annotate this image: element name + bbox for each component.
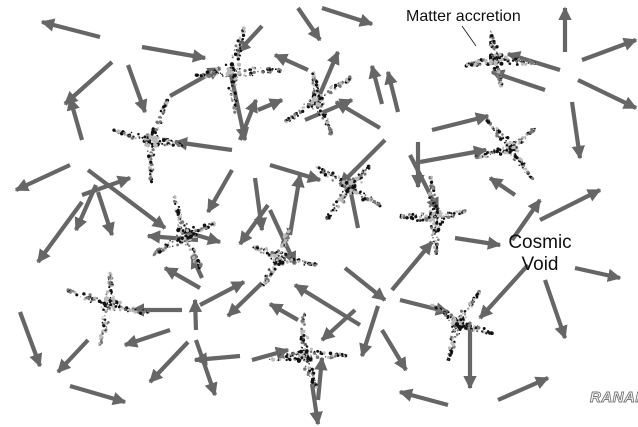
expansion-arrow bbox=[251, 346, 290, 363]
expansion-arrow bbox=[539, 188, 602, 222]
expansion-arrow bbox=[287, 173, 305, 236]
expansion-arrow bbox=[74, 184, 98, 232]
expansion-arrow bbox=[66, 96, 85, 141]
expansion-arrow bbox=[193, 352, 241, 366]
expansion-arrow bbox=[148, 340, 190, 384]
expansion-arrow bbox=[390, 240, 434, 292]
expansion-arrow bbox=[320, 308, 357, 342]
matter-cluster bbox=[269, 312, 348, 389]
expansion-arrow bbox=[543, 279, 568, 340]
expansion-arrow bbox=[384, 70, 401, 113]
expansion-arrow bbox=[569, 101, 585, 160]
expansion-arrow bbox=[296, 6, 322, 42]
expansion-arrow bbox=[69, 383, 127, 406]
matter-cluster bbox=[315, 164, 382, 221]
expansion-arrow bbox=[431, 112, 490, 133]
expansion-arrow bbox=[226, 281, 264, 318]
expansion-arrow bbox=[419, 145, 488, 165]
cosmic-label: Cosmic bbox=[508, 232, 571, 253]
expansion-arrow bbox=[343, 176, 361, 229]
expansion-arrow bbox=[18, 311, 43, 368]
expansion-arrow bbox=[36, 200, 84, 264]
expansion-arrows bbox=[14, 5, 638, 426]
expansion-arrow bbox=[252, 177, 268, 232]
expansion-arrow bbox=[185, 229, 222, 246]
matter-cluster bbox=[474, 117, 537, 181]
expansion-arrow bbox=[173, 137, 233, 153]
expansion-arrow bbox=[321, 5, 374, 27]
accretion-leader-line bbox=[461, 25, 477, 47]
expansion-arrow bbox=[238, 98, 258, 141]
artist-signature: RANAN bbox=[590, 389, 638, 406]
expansion-arrow bbox=[206, 168, 234, 214]
expansion-arrow bbox=[488, 176, 517, 197]
expansion-arrow bbox=[257, 98, 284, 112]
matter-cluster bbox=[66, 271, 150, 347]
expansion-arrow bbox=[268, 209, 297, 266]
expansion-arrow bbox=[96, 191, 115, 237]
expansion-arrow bbox=[293, 283, 362, 327]
matter-cluster bbox=[399, 175, 467, 255]
expansion-arrow bbox=[574, 265, 622, 282]
expansion-arrow bbox=[40, 18, 101, 40]
matter-cluster bbox=[284, 71, 353, 136]
expansion-arrow bbox=[497, 376, 550, 402]
expansion-arrow bbox=[238, 203, 270, 246]
expansion-arrow bbox=[194, 339, 218, 397]
expansion-arrow bbox=[141, 44, 207, 63]
expansion-arrow bbox=[268, 302, 300, 322]
matter-cluster bbox=[112, 98, 184, 184]
expansion-arrow bbox=[126, 64, 148, 114]
expansion-arrow bbox=[190, 254, 204, 279]
expansion-arrow bbox=[81, 175, 132, 197]
expansion-arrow bbox=[359, 305, 381, 358]
matter-cluster bbox=[152, 195, 216, 270]
expansion-arrow bbox=[380, 328, 408, 372]
matter-cluster bbox=[430, 289, 494, 362]
expansion-arrow bbox=[86, 168, 167, 230]
matter-cluster bbox=[194, 26, 285, 114]
expansion-arrow bbox=[334, 100, 382, 130]
expansion-arrow bbox=[510, 198, 542, 242]
expansion-arrow bbox=[199, 280, 246, 307]
expansion-arrow bbox=[269, 162, 322, 183]
matter-cluster bbox=[252, 227, 318, 288]
expansion-arrow bbox=[454, 235, 502, 250]
matter-clusters bbox=[66, 26, 537, 389]
expansion-arrow bbox=[314, 356, 328, 401]
expansion-arrow bbox=[14, 163, 71, 192]
matter-cluster bbox=[464, 30, 537, 88]
expansion-arrow bbox=[318, 50, 340, 95]
expansion-arrow bbox=[123, 328, 171, 348]
expansion-arrow bbox=[168, 66, 222, 98]
expansion-arrow bbox=[577, 78, 638, 110]
expansion-arrow bbox=[56, 338, 90, 374]
matter-accretion-label: Matter accretion bbox=[406, 8, 521, 25]
expansion-arrow bbox=[478, 263, 530, 320]
expansion-arrow bbox=[398, 388, 449, 408]
void-label: Void bbox=[522, 254, 559, 275]
expansion-arrow bbox=[309, 383, 323, 426]
expansion-arrow bbox=[581, 37, 638, 62]
expansion-arrow bbox=[163, 266, 202, 290]
expansion-arrow bbox=[368, 64, 385, 105]
expansion-arrow bbox=[188, 298, 203, 331]
expansion-arrow bbox=[343, 266, 387, 302]
expansion-arrow bbox=[273, 53, 309, 72]
